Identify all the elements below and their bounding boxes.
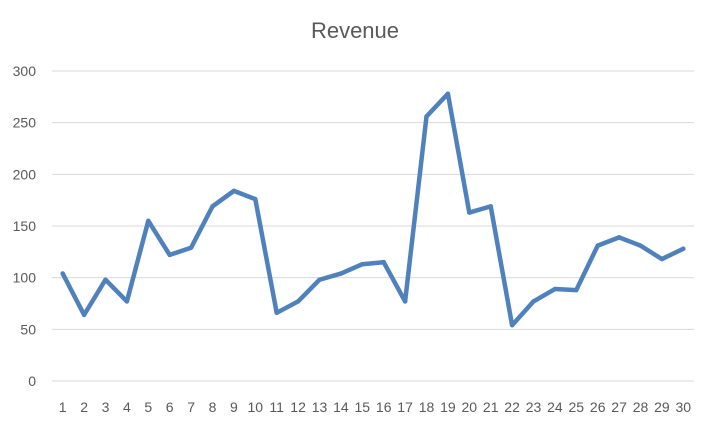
- y-tick-label: 150: [13, 218, 37, 234]
- x-tick-label: 13: [312, 399, 328, 415]
- data-point: [317, 277, 322, 282]
- chart-title: Revenue: [311, 18, 399, 43]
- y-tick-label: 100: [13, 270, 37, 286]
- data-point: [360, 262, 365, 267]
- x-tick-label: 18: [419, 399, 435, 415]
- y-tick-label: 200: [13, 166, 37, 182]
- data-point: [81, 312, 87, 318]
- data-point: [595, 243, 600, 248]
- x-tick-label: 6: [166, 399, 174, 415]
- series-line: [60, 91, 686, 328]
- data-point: [295, 299, 301, 304]
- gridlines: [52, 70, 694, 382]
- data-point: [616, 235, 622, 240]
- x-tick-label: 10: [248, 399, 264, 415]
- x-axis-ticks: 1 2 3 4 5 6 7 8 9 10 11 12 13 14 15 16 17 18 19 20 21 22 23 24 2…: [59, 399, 691, 415]
- y-axis-ticks: 0 50 100 150 200 250 300: [13, 63, 37, 389]
- x-tick-label: 24: [547, 399, 563, 415]
- x-tick-label: 22: [504, 399, 520, 415]
- x-tick-label: 19: [440, 399, 456, 415]
- data-point: [445, 91, 451, 96]
- x-tick-label: 16: [376, 399, 392, 415]
- data-point: [659, 256, 665, 262]
- data-point: [210, 204, 215, 209]
- data-point: [253, 196, 258, 202]
- x-tick-label: 4: [123, 399, 131, 415]
- data-point: [338, 271, 344, 276]
- data-point: [103, 277, 108, 282]
- data-point: [424, 114, 429, 119]
- x-tick-label: 28: [633, 399, 649, 415]
- data-point: [188, 245, 194, 250]
- data-point: [681, 246, 686, 251]
- x-tick-label: 20: [462, 399, 478, 415]
- data-point: [274, 310, 279, 315]
- x-tick-label: 21: [483, 399, 499, 415]
- data-point: [488, 204, 493, 209]
- x-tick-label: 3: [102, 399, 110, 415]
- x-tick-label: 11: [269, 399, 284, 415]
- data-point: [509, 323, 515, 328]
- x-tick-label: 15: [355, 399, 371, 415]
- data-point: [231, 188, 237, 194]
- data-point: [531, 299, 536, 304]
- x-tick-label: 5: [144, 399, 152, 415]
- x-tick-label: 8: [209, 399, 217, 415]
- y-tick-label: 250: [13, 115, 37, 131]
- x-tick-label: 23: [526, 399, 542, 415]
- data-point: [402, 299, 408, 304]
- series-layer: [60, 91, 686, 328]
- data-point: [574, 287, 579, 293]
- x-tick-label: 27: [611, 399, 627, 415]
- y-tick-label: 0: [28, 373, 36, 389]
- data-point: [146, 218, 151, 224]
- data-point: [638, 243, 643, 248]
- data-point: [381, 259, 386, 265]
- data-point: [167, 252, 172, 258]
- x-tick-label: 26: [590, 399, 606, 415]
- x-tick-label: 25: [569, 399, 585, 415]
- y-tick-label: 50: [20, 321, 36, 337]
- x-tick-label: 17: [397, 399, 413, 415]
- data-point: [124, 299, 130, 304]
- y-tick-label: 300: [13, 63, 37, 79]
- x-tick-label: 1: [59, 399, 67, 415]
- data-point: [552, 286, 558, 292]
- x-tick-label: 14: [333, 399, 349, 415]
- x-tick-label: 12: [290, 399, 306, 415]
- x-tick-label: 29: [654, 399, 670, 415]
- data-point: [467, 210, 472, 215]
- x-tick-label: 9: [230, 399, 238, 415]
- x-tick-label: 7: [187, 399, 195, 415]
- x-tick-label: 2: [80, 399, 88, 415]
- data-point: [60, 271, 65, 276]
- x-tick-label: 30: [676, 399, 692, 415]
